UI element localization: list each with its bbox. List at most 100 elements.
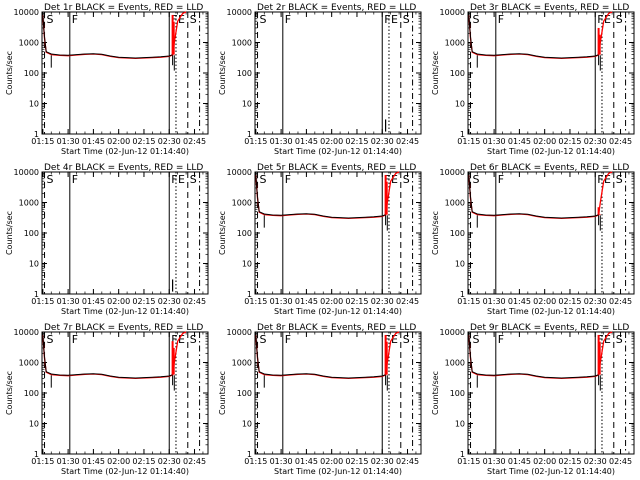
events-series-line (42, 334, 173, 379)
plot-frame (467, 11, 635, 135)
panel-title: Det 6r BLACK = Events, RED = LLD (470, 163, 629, 173)
flag-letter: S (47, 173, 54, 186)
flag-letter: S (260, 13, 267, 26)
x-tick-label: 02:45 (183, 137, 206, 146)
y-tick-label: 1000 (445, 39, 465, 48)
x-tick-label: 02:15 (558, 457, 581, 466)
x-tick-label: 02:30 (584, 457, 607, 466)
flag-letter: S (616, 333, 623, 346)
y-tick-label: 10 (242, 100, 252, 109)
flag-letter: S (190, 13, 197, 26)
x-tick-label: 02:45 (609, 137, 632, 146)
flag-letter: F (597, 333, 603, 346)
flag-letter: S (473, 333, 480, 346)
flag-letter: S (403, 13, 410, 26)
x-tick-label: 01:15 (244, 297, 267, 306)
x-tick-label: 01:15 (457, 297, 480, 306)
flag-letter: F (285, 173, 291, 186)
y-tick-label: 10 (455, 260, 465, 269)
x-tick-label: 02:30 (584, 137, 607, 146)
flag-letter: S (616, 13, 623, 26)
flag-letter: E (178, 333, 185, 346)
x-axis-label: Start Time (02-Jun-12 01:14:40) (61, 147, 189, 156)
flag-letter: F (171, 13, 177, 26)
x-tick-label: 02:00 (107, 297, 130, 306)
x-tick-label: 02:15 (558, 297, 581, 306)
y-tick-label: 1 (460, 290, 465, 299)
panel-title: Det 3r BLACK = Events, RED = LLD (470, 3, 629, 13)
x-axis-label: Start Time (02-Jun-12 01:14:40) (487, 467, 615, 476)
x-tick-label: 02:45 (396, 297, 419, 306)
flag-letter: S (403, 333, 410, 346)
flag-letter: S (473, 173, 480, 186)
panel-det-8: Det 8r BLACK = Events, RED = LLD 1 10 100 10… (218, 323, 422, 476)
x-tick-label: 02:00 (533, 297, 556, 306)
y-tick-label: 10 (29, 100, 39, 109)
x-tick-label: 02:00 (107, 457, 130, 466)
x-tick-label: 02:15 (132, 137, 155, 146)
lld-series-line (468, 11, 613, 60)
y-tick-label: 10 (455, 100, 465, 109)
plot-frame (254, 171, 422, 295)
plot-frame (41, 11, 209, 135)
y-tick-label: 10000 (440, 168, 465, 177)
flag-letter: E (604, 173, 611, 186)
y-tick-label: 1 (247, 130, 252, 139)
x-tick-label: 02:00 (320, 457, 343, 466)
y-tick-label: 100 (237, 389, 252, 398)
y-tick-label: 1 (460, 130, 465, 139)
y-tick-label: 1000 (445, 359, 465, 368)
x-tick-label: 02:45 (609, 457, 632, 466)
y-tick-label: 1000 (232, 199, 252, 208)
y-axis-label: Counts/sec (431, 371, 440, 415)
flag-letter: F (72, 333, 78, 346)
y-axis-label: Counts/sec (5, 51, 14, 95)
y-tick-label: 10000 (14, 328, 39, 337)
flag-letter: E (391, 173, 398, 186)
x-tick-label: 01:45 (295, 137, 318, 146)
x-tick-label: 01:30 (57, 297, 80, 306)
flag-letter: S (260, 333, 267, 346)
y-tick-label: 1000 (19, 199, 39, 208)
x-tick-label: 01:15 (31, 137, 54, 146)
events-series-line (255, 334, 386, 379)
x-tick-label: 02:45 (396, 137, 419, 146)
panel-title: Det 9r BLACK = Events, RED = LLD (470, 323, 629, 333)
x-tick-label: 02:45 (396, 457, 419, 466)
lld-series-line (468, 331, 613, 380)
y-tick-label: 1000 (19, 39, 39, 48)
events-series-line (468, 334, 599, 379)
lld-series-line (42, 11, 187, 60)
y-tick-label: 10 (242, 420, 252, 429)
panel-det-7: Det 7r BLACK = Events, RED = LLD 1 10 100 10… (5, 323, 209, 476)
x-tick-label: 02:30 (371, 457, 394, 466)
flag-letter: F (171, 333, 177, 346)
y-tick-label: 1 (34, 450, 39, 459)
x-tick-label: 02:30 (371, 137, 394, 146)
x-tick-label: 01:30 (57, 457, 80, 466)
x-tick-label: 01:45 (82, 457, 105, 466)
y-axis-label: Counts/sec (218, 211, 227, 255)
y-tick-label: 100 (450, 69, 465, 78)
flag-letter: F (72, 13, 78, 26)
flag-letter: E (604, 333, 611, 346)
x-tick-label: 01:45 (508, 137, 531, 146)
panel-det-9: Det 9r BLACK = Events, RED = LLD 1 10 100 10… (431, 323, 635, 476)
y-axis-label: Counts/sec (431, 51, 440, 95)
x-tick-label: 02:45 (183, 457, 206, 466)
x-tick-label: 01:45 (82, 137, 105, 146)
x-tick-label: 02:30 (371, 297, 394, 306)
y-tick-label: 100 (24, 229, 39, 238)
y-tick-label: 1 (247, 290, 252, 299)
x-tick-label: 01:15 (244, 457, 267, 466)
x-tick-label: 02:30 (158, 137, 181, 146)
y-tick-label: 100 (24, 69, 39, 78)
events-series-line (468, 14, 599, 59)
events-series-line (42, 14, 173, 59)
x-tick-label: 02:30 (158, 297, 181, 306)
x-axis-label: Start Time (02-Jun-12 01:14:40) (61, 467, 189, 476)
x-tick-label: 01:15 (31, 457, 54, 466)
y-tick-label: 100 (237, 229, 252, 238)
x-axis-label: Start Time (02-Jun-12 01:14:40) (487, 147, 615, 156)
y-tick-label: 10000 (440, 8, 465, 17)
